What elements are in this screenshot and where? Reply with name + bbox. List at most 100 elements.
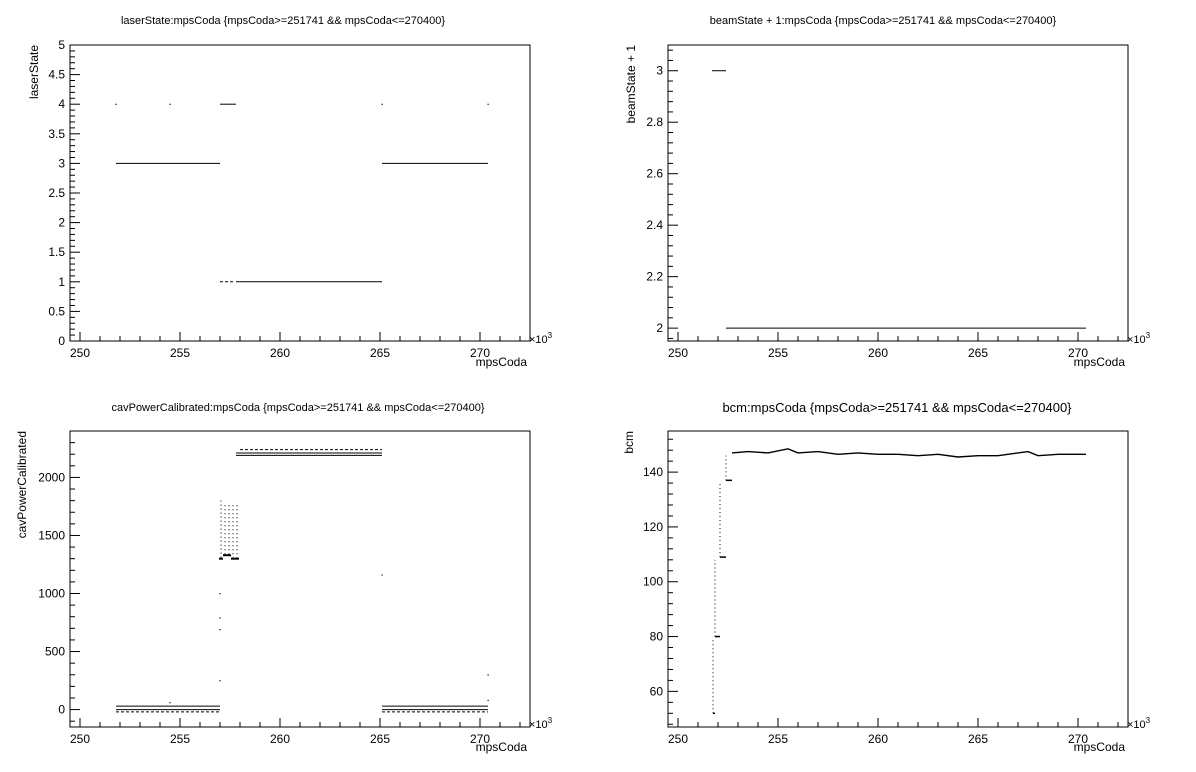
y-tick-label: 0	[58, 703, 65, 717]
x-tick-label: 260	[868, 732, 888, 746]
y-axis-label: bcm	[622, 431, 636, 454]
chart-panel-bcm: bcm:mpsCoda {mpsCoda>=251741 && mpsCoda<…	[622, 400, 1151, 754]
y-tick-label: 3	[58, 156, 65, 170]
chart-panel-beam-state: beamState + 1:mpsCoda {mpsCoda>=251741 &…	[624, 15, 1151, 369]
x-exponent-power: 3	[1146, 716, 1151, 725]
x-tick-label: 270	[1068, 346, 1088, 360]
x-exponent-base: ×10	[1127, 719, 1146, 731]
plot-frame	[667, 430, 1129, 728]
y-axis-label: laserState	[27, 45, 41, 99]
data-series-line	[731, 448, 1086, 458]
x-axis-label: mpsCoda	[476, 740, 528, 754]
y-tick-label: 2000	[38, 470, 65, 484]
data-point	[487, 103, 489, 105]
x-tick-label: 270	[470, 732, 490, 746]
y-axis: 0 0.5 1 1.5 2 2.5 3 3.5 4 4.5 5	[48, 38, 80, 348]
x-tick-label: 260	[270, 732, 290, 746]
x-axis-label: mpsCoda	[1074, 355, 1126, 369]
chart-panel-cav-power: cavPowerCalibrated:mpsCoda {mpsCoda>=251…	[15, 402, 553, 754]
plot-area	[116, 449, 489, 713]
x-axis-exponent: ×103	[1127, 716, 1151, 731]
data-point	[487, 674, 489, 676]
x-exponent-power: 3	[1146, 331, 1151, 340]
x-axis: 250 255 260 265 270	[668, 718, 1119, 746]
x-axis-label: mpsCoda	[476, 355, 528, 369]
y-tick-label: 120	[643, 520, 663, 534]
data-point	[219, 628, 221, 631]
x-axis: 250 255 260 265 270	[70, 332, 521, 360]
y-axis: 60 80 100 120 140	[643, 438, 678, 725]
x-axis-label: mpsCoda	[1074, 740, 1126, 754]
plot-area	[115, 103, 489, 283]
plot-frame	[69, 430, 531, 728]
x-axis-exponent: ×103	[529, 716, 553, 731]
data-point	[115, 103, 117, 105]
data-point	[219, 680, 221, 682]
x-exponent-power: 3	[548, 331, 553, 340]
y-tick-label: 1500	[38, 528, 65, 542]
x-tick-label: 255	[170, 732, 190, 746]
x-tick-label: 250	[668, 732, 688, 746]
data-point	[169, 103, 171, 105]
x-axis: 250 255 260 265 270	[70, 718, 521, 746]
x-tick-label: 250	[70, 346, 90, 360]
y-tick-label: 3	[656, 64, 663, 78]
y-tick-label: 4.5	[48, 68, 65, 82]
y-axis-label: beamState + 1	[624, 45, 638, 124]
x-exponent-base: ×10	[529, 334, 548, 346]
y-tick-label: 0.5	[48, 304, 65, 318]
y-tick-label: 80	[650, 630, 664, 644]
data-point	[219, 593, 221, 595]
y-tick-label: 2.8	[646, 115, 663, 129]
x-tick-label: 270	[470, 346, 490, 360]
plot-area	[712, 70, 1086, 329]
data-point	[381, 574, 383, 576]
x-tick-label: 260	[868, 346, 888, 360]
chart-title: beamState + 1:mpsCoda {mpsCoda>=251741 &…	[710, 15, 1057, 27]
x-tick-label: 270	[1068, 732, 1088, 746]
x-axis-exponent: ×103	[529, 331, 553, 346]
y-tick-label: 2.2	[646, 270, 663, 284]
x-exponent-base: ×10	[1127, 334, 1146, 346]
plot-area	[712, 448, 1086, 715]
y-tick-label: 1000	[38, 587, 65, 601]
x-tick-label: 265	[968, 346, 988, 360]
x-tick-label: 265	[968, 732, 988, 746]
data-point	[169, 702, 171, 704]
data-point	[219, 617, 221, 619]
y-axis: 0 500 1000 1500 2000	[38, 430, 80, 722]
y-tick-label: 0	[58, 334, 65, 348]
x-tick-label: 255	[768, 732, 788, 746]
y-tick-label: 1.5	[48, 245, 65, 259]
chart-title: laserState:mpsCoda {mpsCoda>=251741 && m…	[121, 15, 445, 27]
y-tick-label: 4	[58, 97, 65, 111]
y-tick-label: 2	[58, 216, 65, 230]
x-tick-label: 255	[768, 346, 788, 360]
x-tick-label: 260	[270, 346, 290, 360]
plot-frame	[69, 44, 531, 342]
data-point	[381, 103, 383, 105]
y-axis: 2 2.2 2.4 2.6 2.8 3	[646, 49, 678, 339]
chart-panel-laser-state: laserState:mpsCoda {mpsCoda>=251741 && m…	[27, 15, 553, 369]
y-tick-label: 2.5	[48, 186, 65, 200]
plot-frame	[667, 44, 1129, 342]
data-point	[487, 699, 489, 702]
y-axis-label: cavPowerCalibrated	[15, 431, 29, 538]
x-exponent-power: 3	[548, 716, 553, 725]
x-exponent-base: ×10	[529, 719, 548, 731]
x-tick-label: 255	[170, 346, 190, 360]
y-tick-label: 100	[643, 575, 663, 589]
x-tick-label: 265	[370, 346, 390, 360]
chart-title: cavPowerCalibrated:mpsCoda {mpsCoda>=251…	[111, 402, 484, 414]
y-tick-label: 2	[656, 321, 663, 335]
y-tick-label: 60	[650, 684, 664, 698]
y-tick-label: 2.4	[646, 218, 663, 232]
y-tick-label: 140	[643, 465, 663, 479]
y-tick-label: 2.6	[646, 167, 663, 181]
y-tick-label: 5	[58, 38, 65, 52]
x-tick-label: 250	[668, 346, 688, 360]
x-axis: 250 255 260 265 270	[668, 332, 1119, 360]
chart-title: bcm:mpsCoda {mpsCoda>=251741 && mpsCoda<…	[722, 400, 1072, 415]
y-tick-label: 1	[58, 275, 65, 289]
